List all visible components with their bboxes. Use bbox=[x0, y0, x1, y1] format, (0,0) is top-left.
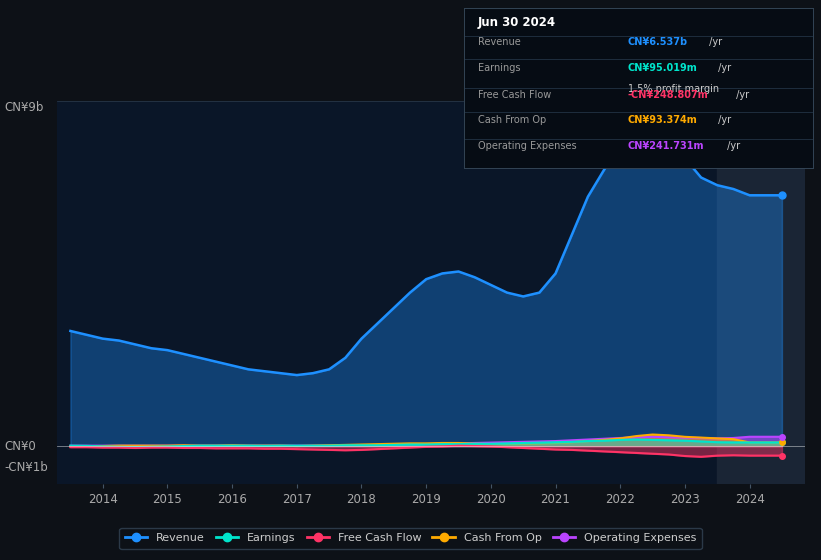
Text: -CN¥248.807m: -CN¥248.807m bbox=[628, 90, 709, 100]
Text: CN¥241.731m: CN¥241.731m bbox=[628, 141, 704, 151]
Text: /yr: /yr bbox=[732, 90, 749, 100]
Text: CN¥0: CN¥0 bbox=[4, 440, 36, 452]
Text: Cash From Op: Cash From Op bbox=[478, 115, 546, 125]
Text: Jun 30 2024: Jun 30 2024 bbox=[478, 16, 556, 29]
Text: /yr: /yr bbox=[724, 141, 740, 151]
Text: -CN¥1b: -CN¥1b bbox=[4, 461, 48, 474]
Text: CN¥95.019m: CN¥95.019m bbox=[628, 63, 698, 73]
Text: CN¥6.537b: CN¥6.537b bbox=[628, 37, 688, 47]
Text: Revenue: Revenue bbox=[478, 37, 521, 47]
Text: 1.5% profit margin: 1.5% profit margin bbox=[628, 84, 719, 94]
Text: Earnings: Earnings bbox=[478, 63, 521, 73]
Text: CN¥9b: CN¥9b bbox=[4, 101, 44, 114]
Text: CN¥93.374m: CN¥93.374m bbox=[628, 115, 698, 125]
Text: Operating Expenses: Operating Expenses bbox=[478, 141, 576, 151]
Text: Free Cash Flow: Free Cash Flow bbox=[478, 90, 551, 100]
Text: /yr: /yr bbox=[715, 115, 732, 125]
Legend: Revenue, Earnings, Free Cash Flow, Cash From Op, Operating Expenses: Revenue, Earnings, Free Cash Flow, Cash … bbox=[119, 528, 702, 549]
Text: /yr: /yr bbox=[706, 37, 722, 47]
Text: /yr: /yr bbox=[715, 63, 732, 73]
Bar bbox=[718, 101, 805, 484]
